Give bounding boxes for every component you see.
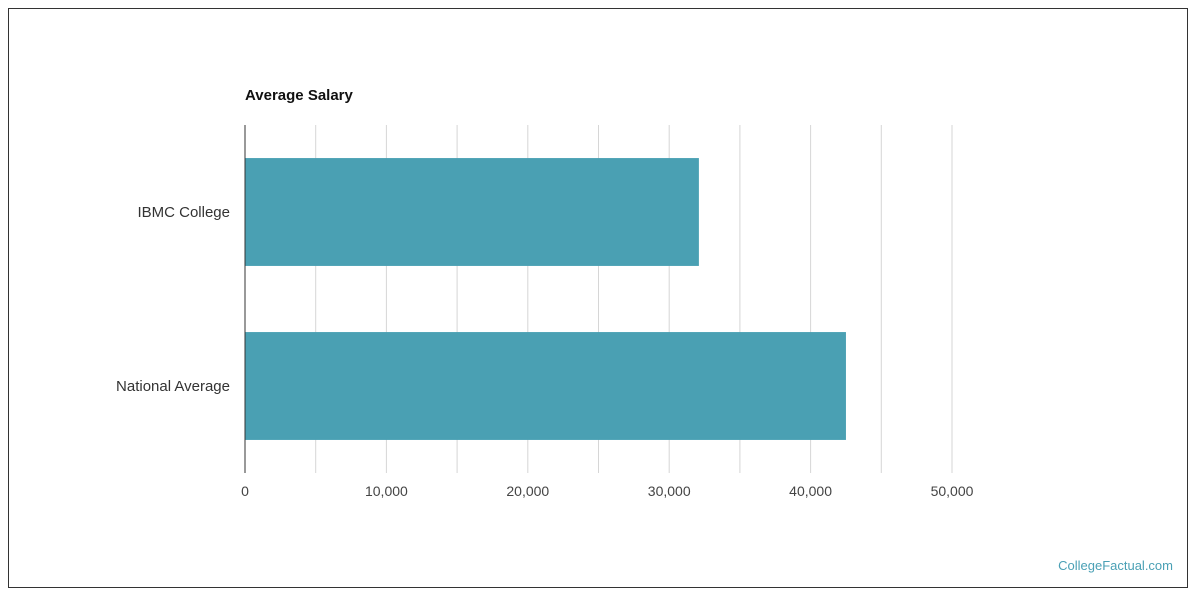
x-tick-label: 10,000 <box>365 483 408 499</box>
bar-layer <box>245 158 846 440</box>
x-tick-label: 30,000 <box>648 483 691 499</box>
source-link[interactable]: CollegeFactual.com <box>1058 558 1173 573</box>
chart-title: Average Salary <box>245 87 354 104</box>
bar <box>245 158 699 266</box>
x-tick-label: 20,000 <box>506 483 549 499</box>
x-tick-label: 50,000 <box>931 483 974 499</box>
category-label: IBMC College <box>137 204 230 221</box>
x-tick-label: 0 <box>241 483 249 499</box>
chart-frame: IBMC College National Average 0 10,000 20,00… <box>8 8 1188 588</box>
category-label: National Average <box>116 378 230 395</box>
axis-layer: IBMC College National Average 0 10,000 20,00… <box>116 125 974 499</box>
x-tick-label: 40,000 <box>789 483 832 499</box>
bar <box>245 332 846 440</box>
bar-chart: IBMC College National Average 0 10,000 20,00… <box>116 87 974 499</box>
